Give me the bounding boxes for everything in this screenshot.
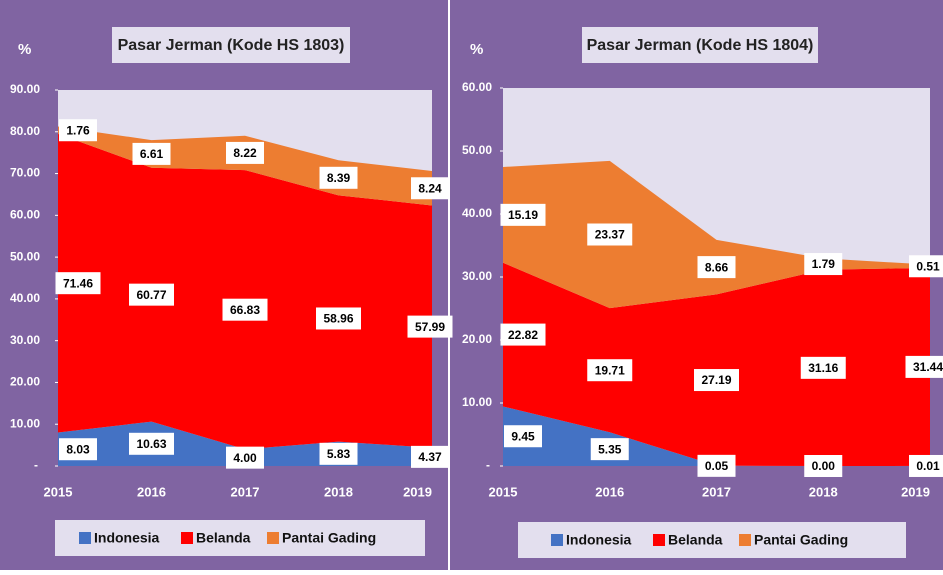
y-tick-label: 90.00: [10, 82, 40, 96]
y-tick-label: 80.00: [10, 124, 40, 138]
legend-swatch: [181, 532, 193, 544]
data-label: 8.39: [327, 171, 351, 185]
data-label: 8.24: [418, 181, 442, 195]
x-tick-label: 2018: [809, 484, 838, 499]
x-tick-label: 2019: [403, 484, 432, 499]
data-label: 0.05: [705, 459, 729, 473]
x-tick-label: 2015: [489, 484, 518, 499]
data-label: 71.46: [63, 276, 93, 290]
data-label: 6.61: [140, 147, 164, 161]
data-label: 57.99: [415, 320, 445, 334]
y-tick-label: 40.00: [10, 291, 40, 305]
legend-label: Pantai Gading: [754, 532, 848, 548]
y-tick-label: -: [34, 458, 38, 472]
legend-label: Pantai Gading: [282, 530, 376, 546]
data-label: 19.71: [595, 363, 625, 377]
y-tick-label: 30.00: [10, 333, 40, 347]
data-label: 27.19: [701, 373, 731, 387]
y-tick-label: 50.00: [10, 249, 40, 263]
data-label: 0.51: [916, 259, 940, 273]
y-tick-label: 20.00: [10, 375, 40, 389]
data-label: 31.44: [913, 360, 943, 374]
data-label: 66.83: [230, 303, 260, 317]
data-label: 1.76: [66, 123, 90, 137]
legend-swatch: [653, 534, 665, 546]
data-label: 5.83: [327, 447, 351, 461]
x-tick-label: 2019: [901, 484, 930, 499]
data-label: 58.96: [323, 312, 353, 326]
data-label: 4.37: [418, 450, 442, 464]
legend-swatch: [267, 532, 279, 544]
y-tick-label: 10.00: [462, 395, 492, 409]
legend-label: Indonesia: [566, 532, 632, 548]
data-label: 9.45: [511, 429, 535, 443]
x-tick-label: 2016: [137, 484, 166, 499]
legend-label: Belanda: [196, 530, 251, 546]
x-tick-label: 2015: [44, 484, 73, 499]
legend-label: Belanda: [668, 532, 723, 548]
y-tick-label: 50.00: [462, 143, 492, 157]
y-tick-label: 60.00: [10, 208, 40, 222]
y-axis-label: %: [470, 41, 483, 58]
data-label: 1.79: [812, 257, 836, 271]
data-label: 8.22: [233, 146, 257, 160]
data-label: 8.66: [705, 260, 729, 274]
x-tick-label: 2017: [231, 484, 260, 499]
y-tick-label: 60.00: [462, 80, 492, 94]
data-label: 31.16: [808, 361, 838, 375]
x-tick-label: 2016: [595, 484, 624, 499]
data-label: 8.03: [66, 442, 90, 456]
x-tick-label: 2018: [324, 484, 353, 499]
x-tick-label: 2017: [702, 484, 731, 499]
data-label: 22.82: [508, 328, 538, 342]
legend-swatch: [739, 534, 751, 546]
y-axis-label: %: [18, 41, 31, 58]
y-tick-label: -: [486, 458, 490, 472]
y-tick-label: 10.00: [10, 416, 40, 430]
legend-swatch: [79, 532, 91, 544]
data-label: 4.00: [233, 451, 257, 465]
data-label: 60.77: [136, 288, 166, 302]
data-label: 10.63: [136, 437, 166, 451]
y-tick-label: 70.00: [10, 166, 40, 180]
chart-title: Pasar Jerman (Kode HS 1803): [118, 37, 345, 54]
legend-label: Indonesia: [94, 530, 160, 546]
data-label: 23.37: [595, 228, 625, 242]
y-tick-label: 40.00: [462, 206, 492, 220]
data-label: 5.35: [598, 442, 622, 456]
data-label: 15.19: [508, 208, 538, 222]
data-label: 0.00: [812, 459, 836, 473]
y-tick-label: 20.00: [462, 332, 492, 346]
y-tick-label: 30.00: [462, 269, 492, 283]
legend-swatch: [551, 534, 563, 546]
data-label: 0.01: [916, 459, 940, 473]
chart-title: Pasar Jerman (Kode HS 1804): [587, 37, 814, 54]
